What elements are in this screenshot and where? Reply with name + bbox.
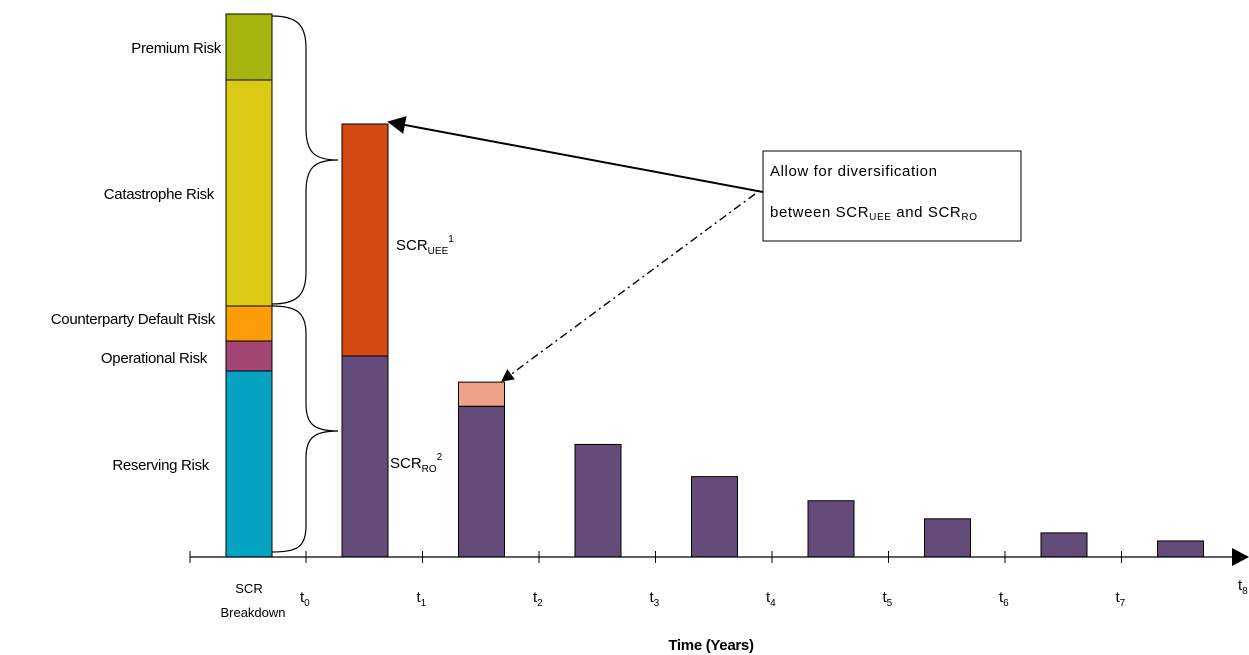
note-box: [762, 150, 1022, 242]
scr-ro-bar-period-0: [341, 355, 389, 558]
tick-label-t1: t1: [417, 589, 427, 609]
scr-ro-bar-period-2: [574, 443, 622, 558]
tick-label-t8: t8: [1238, 577, 1248, 597]
note-line-2: between SCRUEE and SCRRO: [770, 204, 978, 223]
scr-breakdown-caption-line-2: Breakdown: [220, 605, 285, 620]
tick-label-t4: t4: [766, 589, 776, 609]
catastrophe-risk-label: Catastrophe Risk: [104, 186, 215, 203]
time-axis-arrowhead: [1232, 548, 1249, 566]
tick-label-t3: t3: [650, 589, 660, 609]
counterparty-default-risk-segment: [225, 305, 273, 342]
counterparty-default-risk-label: Counterparty Default Risk: [51, 311, 216, 328]
premium-risk-label: Premium Risk: [131, 40, 222, 57]
upper-curly-brace: [271, 15, 339, 305]
note-line-1: Allow for diversification: [770, 163, 938, 180]
breakdown-stack: [225, 13, 273, 558]
scr-uee-bar-period-0: [341, 123, 389, 357]
scr-ro-bar-period-7: [1157, 540, 1204, 558]
tick-label-t0: t0: [300, 589, 310, 609]
scr-ro-bar-period-5: [924, 518, 971, 558]
scr-uee-label: SCRUEE1: [396, 234, 454, 257]
reserving-risk-segment: [225, 370, 273, 558]
scr-breakdown-caption-line-1: SCR: [235, 581, 262, 596]
diversification-bar-period-1: [458, 381, 505, 407]
scr-ro-bar-period-1: [458, 405, 505, 558]
operational-risk-label: Operational Risk: [101, 350, 208, 367]
tick-label-t6: t6: [999, 589, 1009, 609]
scr-ro-label: SCRRO2: [390, 452, 443, 475]
premium-risk-segment: [225, 13, 273, 81]
scr-ro-bar-period-4: [807, 500, 855, 558]
scr-ro-bar-period-6: [1040, 532, 1088, 558]
catastrophe-risk-segment: [225, 79, 273, 307]
solid-arrow-to-scr-uee: [387, 116, 764, 193]
reserving-risk-label: Reserving Risk: [112, 457, 209, 474]
axis-title: Time (Years): [668, 637, 754, 654]
tick-label-t5: t5: [883, 589, 893, 609]
axis-ticks: t0 t1 t2 t3 t4 t5 t6 t7 t8: [189, 551, 1248, 609]
tick-label-t2: t2: [533, 589, 543, 609]
dashed-arrow-to-diversification: [500, 193, 756, 382]
tick-label-t7: t7: [1116, 589, 1126, 609]
diversification-note: Allow for diversification between SCRUEE…: [762, 150, 1022, 242]
time-bars: [341, 123, 1204, 558]
scr-ro-bar-period-3: [691, 476, 738, 558]
lower-curly-brace: [271, 305, 339, 553]
operational-risk-segment: [225, 340, 273, 372]
